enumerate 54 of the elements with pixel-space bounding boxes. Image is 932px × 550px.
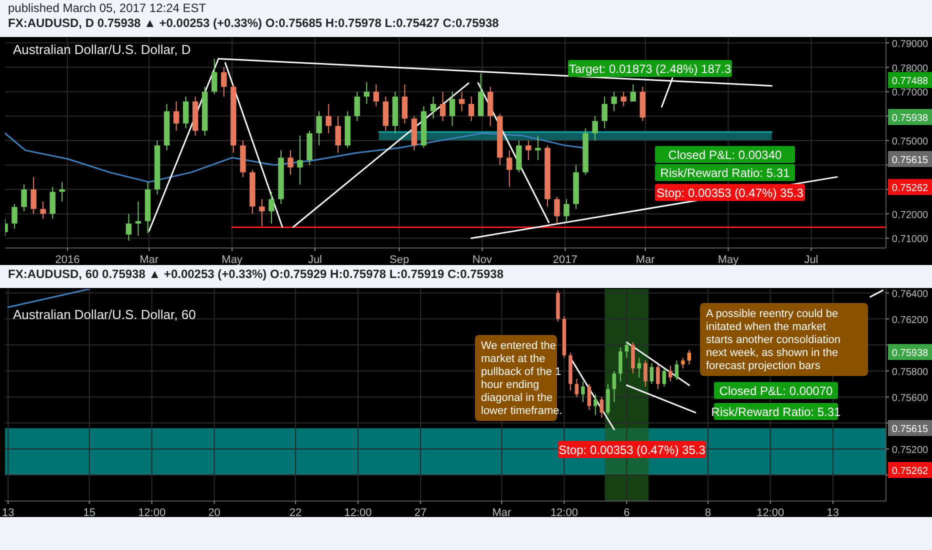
x-tick-label: Sep <box>389 254 410 266</box>
annotation: Risk/Reward Ratio: 5.31 <box>660 166 790 180</box>
x-tick-label: 6 <box>624 507 630 519</box>
x-tick-label: Nov <box>472 254 492 266</box>
y-tick-label: 0.79000 <box>892 38 929 50</box>
text: Australian Dollar/U.S. Dollar, 60 <box>13 307 196 322</box>
x-tick-label: May <box>222 254 243 266</box>
x-tick-label: 2017 <box>552 254 578 266</box>
annotation: Closed P&L: 0.00340 <box>668 148 782 162</box>
text: 0.75615 <box>892 424 929 435</box>
y-tick-label: 0.75200 <box>892 444 929 456</box>
x-tick-label: Mar <box>492 507 512 519</box>
x-tick-label: 20 <box>208 507 220 519</box>
y-tick-label: 0.77000 <box>892 88 929 99</box>
x-tick-label: Jul <box>308 254 322 266</box>
x-tick-label: 12:00 <box>344 507 372 519</box>
text: 0.77488 <box>892 76 929 87</box>
chart-subtitle: FX:AUDUSD, 60 0.75938 ▲ +0.00253 (+0.33%) O:0.75929 H:0.75978 L:0.75919 C:0.75938 <box>8 267 504 281</box>
annotation: We entered the market at the pullback of the 1 hour ending diagonal in the lower timeframe. <box>481 340 562 417</box>
annotation: Target: 0.01873 (2.48%) 187.3 <box>568 62 732 76</box>
y-tick-label: 0.71000 <box>892 234 929 246</box>
text: 0.75938 <box>892 113 929 124</box>
chart-subtitle: FX:AUDUSD, D 0.75938 ▲ +0.00253 (+0.33%) O:0.75685 H:0.75978 L:0.75427 C:0.75938 <box>8 16 500 30</box>
x-tick-label: Mar <box>636 254 656 266</box>
x-tick-label: 8 <box>704 507 711 519</box>
y-tick-label: 0.78000 <box>892 63 929 74</box>
y-tick-label: 0.75800 <box>892 366 929 378</box>
x-tick-label: 2016 <box>55 254 80 266</box>
chart-title: Australian Dollar/U.S. Dollar, D <box>13 42 191 57</box>
annotation: Stop: 0.00353 (0.47%) 35.3 <box>558 443 706 457</box>
annotation: Stop: 0.00353 (0.47%) 35.3 <box>656 186 804 200</box>
x-tick-label: 22 <box>289 507 302 519</box>
x-tick-label: 27 <box>414 507 427 519</box>
x-tick-label: May <box>718 254 740 266</box>
x-tick-label: 13 <box>2 507 14 519</box>
y-tick-label: 0.75000 <box>892 136 929 148</box>
text: 0.75262 <box>892 183 929 194</box>
annotation: Closed P&L: 0.00070 <box>719 384 834 398</box>
x-tick-label: 12:00 <box>756 507 784 519</box>
text: 0.75262 <box>892 466 929 477</box>
y-tick-label: 0.76400 <box>892 288 929 300</box>
x-tick-label: 13 <box>826 507 840 519</box>
text: published March 05, 2017 12:24 EST <box>8 1 207 15</box>
text: 0.75615 <box>892 155 929 166</box>
annotation: A possible reentry could be initated when the market starts another consoldiation next week, as shown in the forecast projection bars <box>706 308 841 372</box>
y-tick-label: 0.76200 <box>892 314 929 326</box>
y-tick-label: 0.75600 <box>892 392 929 404</box>
x-tick-label: 12:00 <box>138 507 166 519</box>
text: 0.75938 <box>892 348 929 359</box>
x-tick-label: Jul <box>804 254 818 266</box>
x-tick-label: 15 <box>83 507 96 519</box>
y-tick-label: 0.72000 <box>892 210 929 221</box>
x-tick-label: 12:00 <box>550 507 578 519</box>
x-tick-label: Mar <box>140 254 159 266</box>
